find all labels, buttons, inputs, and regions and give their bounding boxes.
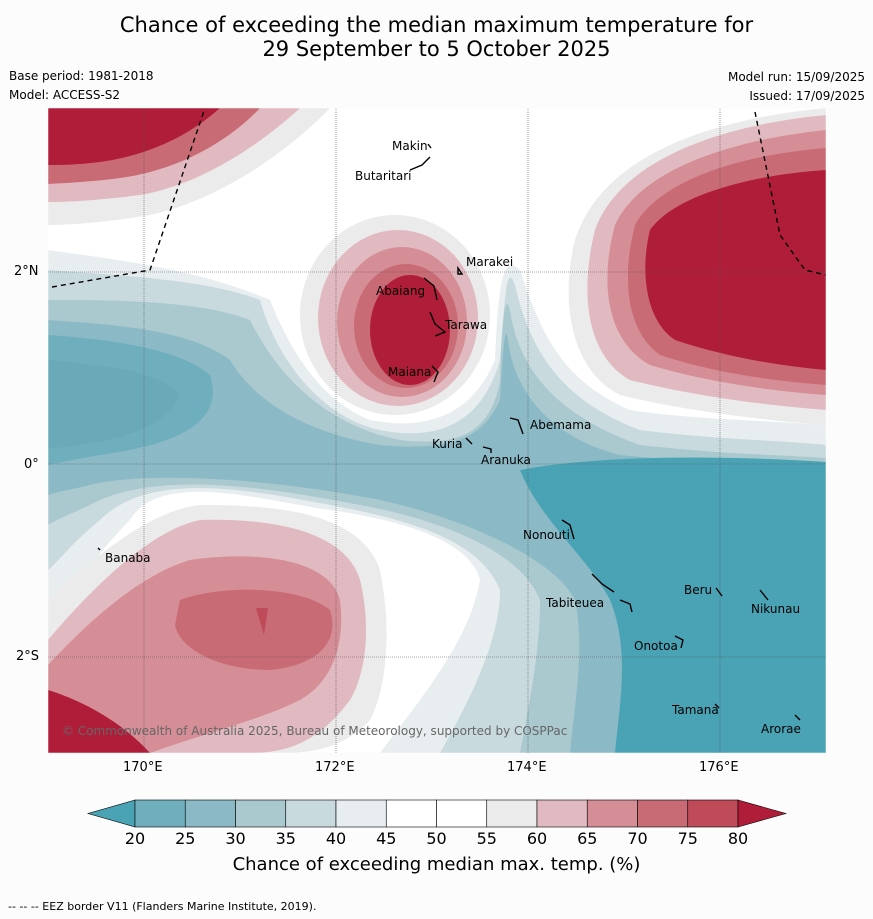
colorbar-extension-low bbox=[86, 799, 136, 828]
colorbar-bin bbox=[687, 799, 739, 828]
lon-label: 176°E bbox=[699, 760, 739, 775]
place-label: Tarawa bbox=[445, 318, 488, 332]
place-label: Butaritari bbox=[355, 169, 412, 183]
colorbar-tick-label: 75 bbox=[677, 829, 698, 848]
colorbar-bin bbox=[235, 799, 287, 828]
place-label: Nonouti bbox=[523, 528, 570, 542]
colorbar-bin bbox=[637, 799, 689, 828]
colorbar-tick-label: 20 bbox=[124, 829, 146, 848]
lat-label: 0° bbox=[24, 457, 39, 472]
warm-central-80 bbox=[370, 275, 450, 385]
colorbar-tick-label: 60 bbox=[526, 829, 548, 848]
colorbar-tick-label: 35 bbox=[275, 829, 296, 848]
place-label: Tamana bbox=[672, 703, 719, 717]
place-label: Arorae bbox=[761, 722, 801, 736]
cool-region-core bbox=[520, 457, 826, 753]
place-label: Marakei bbox=[466, 255, 514, 269]
colorbar-bin bbox=[536, 799, 588, 828]
place-label: Nikunau bbox=[751, 602, 801, 616]
lon-label: 170°E bbox=[123, 760, 163, 775]
colorbar-bin bbox=[285, 799, 337, 828]
model-run: Model run: 15/09/2025 bbox=[727, 70, 865, 84]
lon-label: 174°E bbox=[507, 760, 547, 775]
eez-border-east bbox=[754, 111, 826, 276]
colorbar-tick-label: 30 bbox=[225, 829, 246, 848]
eez-footnote: -- -- -- EEZ border V11 (Flanders Marine… bbox=[8, 900, 317, 913]
probability-field bbox=[48, 108, 826, 753]
colorbar-bin bbox=[436, 799, 488, 828]
lat-label: 2°N bbox=[14, 264, 39, 279]
warm-ne-80 bbox=[645, 165, 826, 370]
warm-sw-80-spot bbox=[256, 608, 268, 635]
colorbar-tick-label: 55 bbox=[476, 829, 497, 848]
place-label: Beru bbox=[684, 583, 713, 597]
colorbar-tick-label: 80 bbox=[727, 829, 749, 848]
colorbar-bin bbox=[486, 799, 538, 828]
colorbar-bin bbox=[184, 799, 236, 828]
colorbar-bin bbox=[335, 799, 387, 828]
colorbar bbox=[86, 799, 788, 828]
warm-sw-corner bbox=[48, 690, 150, 753]
place-label: Tabiteuea bbox=[546, 596, 605, 610]
colorbar-bin bbox=[134, 799, 186, 828]
warm-sw-75 bbox=[175, 589, 333, 670]
eez-border-west bbox=[51, 108, 206, 288]
place-label: Maiana bbox=[388, 365, 432, 379]
copyright-notice: © Commonwealth of Australia 2025, Bureau… bbox=[62, 724, 568, 738]
colorbar-extension-high bbox=[737, 799, 788, 828]
colorbar-tick-label: 50 bbox=[426, 829, 447, 848]
graticule bbox=[48, 108, 826, 753]
base-period: Base period: 1981-2018 bbox=[9, 69, 154, 83]
colorbar-bin bbox=[586, 799, 638, 828]
map-title-line1: Chance of exceeding the median maximum t… bbox=[119, 13, 754, 37]
place-label: Aranuka bbox=[481, 453, 531, 467]
colorbar-tick-label: 40 bbox=[325, 829, 347, 848]
model-name: Model: ACCESS-S2 bbox=[9, 88, 121, 102]
colorbar-bin bbox=[385, 799, 437, 828]
colorbar-title: Chance of exceeding median max. temp. (%… bbox=[232, 854, 641, 875]
colorbar-tick-label: 25 bbox=[175, 829, 196, 848]
place-label: Banaba bbox=[105, 551, 151, 565]
colorbar-tick-label: 70 bbox=[627, 829, 648, 848]
cool-region-center bbox=[48, 360, 180, 448]
place-label: Kuria bbox=[432, 437, 463, 451]
colorbar-tick-label: 65 bbox=[577, 829, 598, 848]
lat-label: 2°S bbox=[16, 649, 40, 664]
place-label: Onotoa bbox=[634, 639, 678, 653]
map-title-line2: 29 September to 5 October 2025 bbox=[262, 37, 611, 61]
place-label: Abemama bbox=[530, 418, 592, 432]
warm-nw-80 bbox=[48, 108, 220, 165]
island-outlines bbox=[97, 143, 801, 721]
place-label: Abaiang bbox=[376, 284, 426, 298]
issued-date: Issued: 17/09/2025 bbox=[749, 89, 865, 103]
place-label: Makin bbox=[392, 139, 428, 153]
lon-label: 172°E bbox=[315, 760, 355, 775]
colorbar-tick-label: 45 bbox=[376, 829, 397, 848]
